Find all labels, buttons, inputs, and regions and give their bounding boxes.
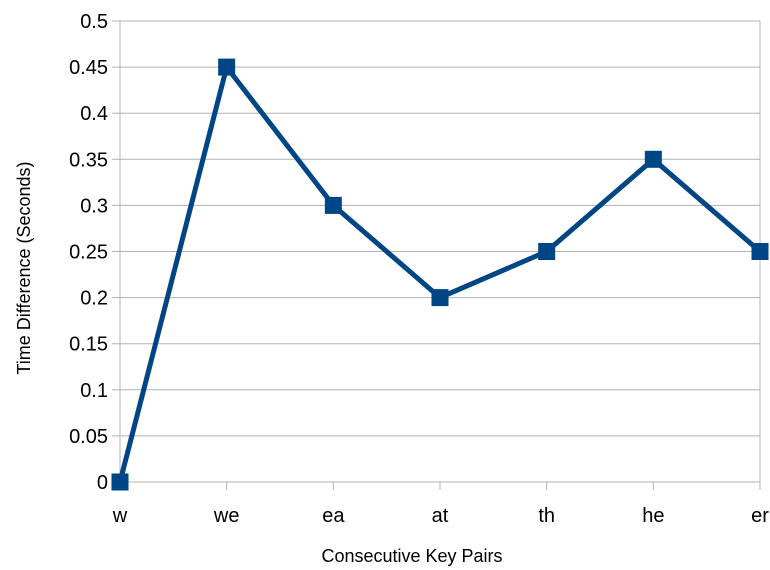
gridlines xyxy=(112,20,760,483)
data-point-marker xyxy=(431,289,449,307)
x-tick-label: we xyxy=(213,505,240,527)
x-tick-label: he xyxy=(642,505,664,527)
x-tick-label: er xyxy=(751,505,769,527)
data-point-marker xyxy=(111,473,129,491)
y-tick-label: 0 xyxy=(97,472,108,494)
y-tick-label: 0.45 xyxy=(69,57,108,79)
y-tick-label: 0.5 xyxy=(80,11,108,33)
y-tick-label: 0.35 xyxy=(69,149,108,171)
data-point-marker xyxy=(751,243,769,260)
x-axis-title: Consecutive Key Pairs xyxy=(321,546,502,566)
x-tick-label: th xyxy=(538,505,555,527)
series-line xyxy=(117,64,763,485)
y-tick-label: 0.3 xyxy=(80,195,108,217)
data-point-marker xyxy=(324,196,342,214)
series xyxy=(111,58,769,491)
y-tick-label: 0.1 xyxy=(80,380,108,402)
y-tick-label: 0.05 xyxy=(69,426,108,448)
axes xyxy=(119,21,761,490)
x-tick-labels: w we ea at th he er xyxy=(112,505,769,527)
x-tick-label: w xyxy=(112,505,128,527)
data-point-marker xyxy=(218,58,236,76)
y-tick-label: 0.15 xyxy=(69,334,108,356)
x-tick-label: ea xyxy=(322,505,345,527)
x-tick-label: at xyxy=(432,505,449,527)
y-tick-label: 0.25 xyxy=(69,242,108,264)
y-tick-label: 0.4 xyxy=(80,103,108,125)
y-tick-labels: 0 0.05 0.1 0.15 0.2 0.25 0.3 0.35 0.4 0.45 0.5 xyxy=(69,11,108,494)
y-axis-title: Time Difference (Seconds) xyxy=(14,161,34,374)
data-point-marker xyxy=(644,150,662,168)
data-point-marker xyxy=(538,243,556,260)
y-tick-label: 0.2 xyxy=(80,288,108,310)
